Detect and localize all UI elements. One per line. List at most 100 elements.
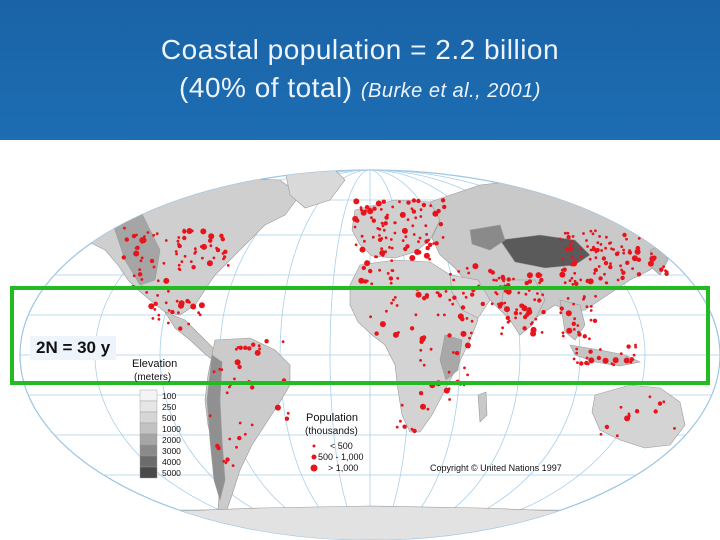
population-dot: [371, 218, 376, 223]
population-dot: [619, 264, 622, 268]
population-dot: [595, 247, 600, 253]
population-dot: [629, 357, 635, 362]
elevation-level-label: 3000: [162, 446, 181, 456]
population-medium-dot: [311, 454, 317, 460]
population-dot: [506, 277, 511, 282]
population-dot: [224, 461, 228, 465]
population-dot: [167, 309, 171, 312]
population-dot: [380, 221, 384, 225]
population-dot: [444, 290, 448, 293]
population-dot: [575, 351, 579, 355]
population-dot: [398, 200, 401, 204]
population-dot: [274, 404, 281, 411]
population-dot: [412, 233, 416, 236]
population-dot: [414, 313, 418, 317]
slide-title-percentage: (40% of total): [179, 72, 353, 103]
central-asian-ranges: [469, 224, 506, 251]
population-dot: [134, 246, 138, 250]
population-dot: [527, 279, 533, 284]
population-dot: [588, 257, 592, 261]
population-dot: [536, 292, 539, 295]
population-dot: [164, 301, 168, 305]
population-dot: [662, 400, 666, 404]
population-dot: [497, 276, 501, 280]
population-dot: [222, 257, 225, 261]
population-dot: [582, 334, 587, 339]
east-african-highlands: [439, 334, 463, 381]
antarctica: [39, 505, 701, 540]
population-dot: [582, 232, 585, 235]
population-dot: [526, 272, 533, 279]
population-dot: [492, 278, 496, 282]
population-dot: [419, 339, 424, 344]
population-dot: [378, 227, 382, 231]
elevation-level-label: 2000: [162, 435, 181, 445]
population-dot: [530, 326, 537, 333]
population-dot: [599, 432, 603, 436]
population-dot: [563, 281, 567, 285]
population-dot: [539, 273, 543, 277]
greenland: [284, 170, 346, 209]
population-dot: [537, 299, 541, 303]
population-dot: [178, 326, 183, 331]
population-dot: [419, 359, 422, 362]
population-dot: [145, 291, 149, 294]
population-dot: [393, 231, 397, 235]
population-dot: [368, 268, 373, 274]
title-banner: Coastal population = 2.2 billion (40% of…: [0, 0, 720, 140]
population-dot: [449, 272, 452, 276]
population-dot: [572, 357, 576, 361]
population-dot: [416, 198, 421, 204]
population-dot: [177, 263, 181, 267]
population-dot: [460, 305, 466, 310]
population-dot: [628, 249, 631, 252]
population-dot: [140, 278, 144, 281]
population-dot: [156, 294, 160, 297]
population-dot: [521, 305, 528, 312]
population-dot: [383, 221, 388, 226]
population-dot: [657, 401, 663, 406]
elevation-legend: Elevation (meters) 100250500100020003000…: [132, 358, 181, 479]
population-dot: [464, 295, 468, 299]
population-dot: [601, 256, 607, 261]
population-dot: [177, 267, 181, 271]
population-dot: [153, 308, 157, 311]
population-dot: [400, 403, 404, 407]
population-dot: [470, 319, 474, 323]
population-dot: [624, 415, 631, 422]
population-dot: [585, 305, 589, 308]
population-dot: [395, 304, 399, 307]
population-dot: [660, 249, 664, 252]
tibetan-plateau: [499, 234, 591, 269]
population-dot: [250, 423, 254, 427]
population-dot: [662, 265, 665, 269]
population-dot: [460, 317, 465, 322]
population-dot: [599, 348, 602, 351]
population-dot: [198, 313, 202, 317]
population-dot: [354, 243, 358, 247]
population-dot: [629, 360, 633, 364]
population-dot: [384, 236, 388, 240]
population-dot: [472, 263, 479, 270]
population-dot: [634, 409, 640, 414]
elevation-level-label: 500: [162, 413, 176, 423]
population-dot: [566, 235, 571, 240]
population-dot: [359, 246, 366, 253]
population-dot: [541, 293, 545, 297]
population-dot: [419, 348, 423, 352]
population-dot: [231, 464, 235, 467]
copyright-notice: Copyright © United Nations 1997: [430, 463, 562, 473]
population-dot: [148, 303, 155, 310]
population-dot: [359, 206, 363, 209]
population-dot: [396, 276, 400, 280]
australia: [591, 384, 686, 449]
population-dot: [284, 416, 290, 421]
population-dot: [175, 252, 179, 256]
population-dot: [209, 244, 213, 248]
population-dot: [429, 204, 433, 207]
population-dot: [391, 269, 395, 272]
population-legend: Population (thousands) < 500 500 - 1,000…: [305, 412, 364, 473]
population-dot: [619, 352, 623, 356]
population-dot: [447, 370, 451, 374]
population-dot: [592, 245, 595, 249]
